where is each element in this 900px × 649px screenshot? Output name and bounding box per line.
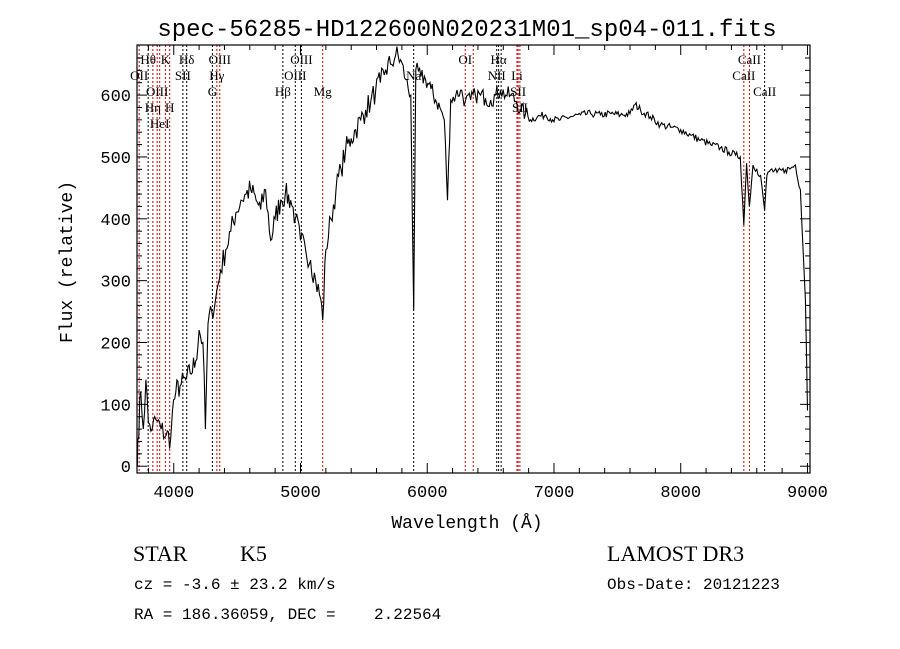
spectral-line-label: Hη xyxy=(145,100,161,115)
obs-date: Obs-Date: 20121223 xyxy=(607,576,780,594)
survey-label: LAMOST DR3 xyxy=(607,541,744,566)
x-tick-label: 9000 xyxy=(787,484,828,503)
spectral-line-label: SII xyxy=(512,100,528,115)
y-tick-label: 0 xyxy=(121,459,131,478)
spectral-line-label: H xyxy=(165,100,174,115)
spectral-line-label: CaII xyxy=(738,52,761,67)
subclass: K5 xyxy=(240,541,267,566)
spectral-lines xyxy=(138,45,766,473)
y-tick-label: 500 xyxy=(100,150,131,169)
x-tick-label: 7000 xyxy=(534,484,575,503)
x-tick-label: 8000 xyxy=(660,484,701,503)
y-tick-label: 600 xyxy=(100,88,131,107)
y-tick-label: 100 xyxy=(100,397,131,416)
spectral-line-label: OIII xyxy=(209,52,231,67)
spectral-line-labels: OIIHθOIIIHηHeIKHSIIHδGHγOIIIHβOIIIOIIIMg… xyxy=(130,52,776,131)
spectral-line-label: Hδ xyxy=(179,52,195,67)
spectrum-line xyxy=(136,46,809,467)
spectral-line-label: CaII xyxy=(732,68,755,83)
spectral-line-label: Na xyxy=(406,68,421,83)
spectral-line-label: SII xyxy=(510,84,526,99)
spectral-line-label: OIII xyxy=(146,84,168,99)
spectral-line-label: Hγ xyxy=(209,68,224,83)
plot-frame xyxy=(136,44,811,474)
x-tick-label: 5000 xyxy=(280,484,321,503)
y-tick-label: 200 xyxy=(100,335,131,354)
y-tick-label: 400 xyxy=(100,212,131,231)
spectral-line-label: HeI xyxy=(150,116,170,131)
spectral-line-label: NII xyxy=(488,68,506,83)
spectral-line-label: Hα xyxy=(490,52,506,67)
y-axis-label: Flux (relative) xyxy=(58,181,78,343)
spectral-line-label: K xyxy=(161,52,171,67)
chart-title: spec-56285-HD122600N020231M01_sp04-011.f… xyxy=(157,17,776,44)
coordinates: RA = 186.36059, DEC = 2.22564 xyxy=(134,606,441,624)
spectral-line-label: G xyxy=(208,84,217,99)
object-class: STAR xyxy=(133,541,188,566)
spectral-line-label: Hβ xyxy=(275,84,291,99)
spectral-line-label: CaII xyxy=(753,84,776,99)
redshift-text: cz = -3.6 ± 23.2 km/s xyxy=(134,576,336,594)
axes-ticks: 4000 5000 6000 7000 8000 9000 0 100 200 300 400 500… xyxy=(100,45,828,503)
spectral-line-label: Li xyxy=(511,68,523,83)
x-tick-label: 6000 xyxy=(407,484,448,503)
y-tick-label: 300 xyxy=(100,274,131,293)
x-axis-label: Wavelength (Å) xyxy=(391,513,542,534)
spectral-line-label: OII xyxy=(130,68,148,83)
spectral-line-label: Hθ xyxy=(140,52,156,67)
spectral-line-label: OIII xyxy=(290,52,312,67)
x-tick-label: 4000 xyxy=(153,484,194,503)
spectral-line-label: OI xyxy=(458,52,472,67)
spectral-line-label: OIII xyxy=(284,68,306,83)
spectral-line-label: Mg xyxy=(314,84,333,99)
spectral-line-label: SII xyxy=(175,68,191,83)
